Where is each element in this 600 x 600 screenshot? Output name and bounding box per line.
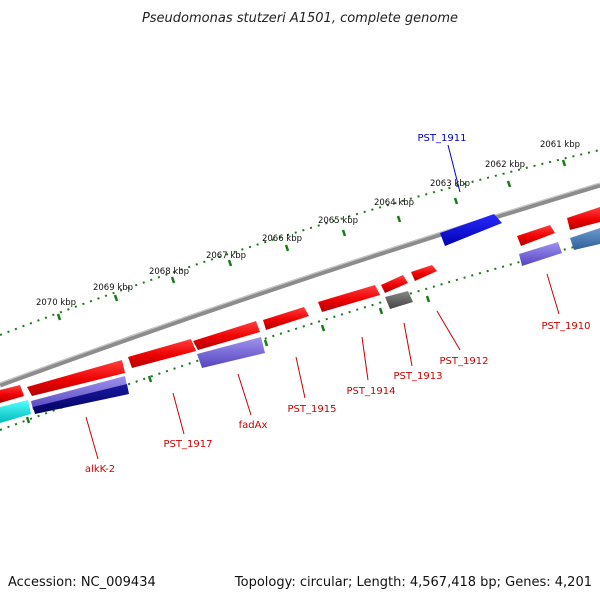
gene-feature-pst1913[interactable] xyxy=(385,291,413,309)
gene-label-pst1911[interactable]: PST_1911 xyxy=(418,133,467,144)
gene-pst1911-cds[interactable] xyxy=(440,214,502,246)
gene-label-pst1915[interactable]: PST_1915 xyxy=(288,404,337,415)
gene-feature-cyan[interactable] xyxy=(0,400,31,423)
gene-pst1915-cds[interactable] xyxy=(263,307,309,330)
gene-alkk2-cds[interactable] xyxy=(0,360,125,403)
scale-label: 2062 kbp xyxy=(485,160,525,170)
accession-label: Accession: NC_009434 xyxy=(8,575,156,590)
scale-label: 2061 kbp xyxy=(540,140,580,150)
scale-labels: 2061 kbp 2062 kbp 2063 kbp 2064 kbp 2065… xyxy=(36,140,580,308)
gene-pst1914-cds[interactable] xyxy=(318,285,380,312)
gene-feature-alkk2[interactable] xyxy=(31,376,129,414)
genome-backbone xyxy=(0,182,600,388)
gene-label-pst1917[interactable]: PST_1917 xyxy=(164,439,213,450)
scale-label: 2068 kbp xyxy=(149,267,189,277)
scale-label: 2066 kbp xyxy=(262,234,302,244)
scale-label: 2067 kbp xyxy=(206,251,246,261)
genome-summary: Topology: circular; Length: 4,567,418 bp… xyxy=(234,575,592,590)
gene-label-alkk2[interactable]: alkK-2 xyxy=(85,464,115,475)
scale-label: 2064 kbp xyxy=(374,198,414,208)
gene-fadax-cds[interactable] xyxy=(193,321,260,350)
gene-pst1910-cds[interactable] xyxy=(517,207,600,246)
scale-label: 2063 kbp xyxy=(430,179,470,189)
scale-label: 2069 kbp xyxy=(93,283,133,293)
map-title: Pseudomonas stutzeri A1501, complete gen… xyxy=(142,11,458,26)
gene-pst1913-cds[interactable] xyxy=(381,275,408,293)
scale-label: 2065 kbp xyxy=(318,216,358,226)
gene-label-pst1910[interactable]: PST_1910 xyxy=(542,321,591,332)
gene-pst1917-cds[interactable] xyxy=(128,339,196,368)
scale-label: 2070 kbp xyxy=(36,298,76,308)
gene-label-pst1914[interactable]: PST_1914 xyxy=(347,386,396,397)
gene-feature-fadax[interactable] xyxy=(197,337,265,368)
outer-major-ticks xyxy=(56,159,567,321)
gene-label-fadax[interactable]: fadAx xyxy=(239,420,268,431)
gene-feature-pst1910[interactable] xyxy=(519,228,600,266)
gene-label-pst1912[interactable]: PST_1912 xyxy=(440,356,489,367)
label-leader-lines xyxy=(85,144,560,460)
gene-label-pst1913[interactable]: PST_1913 xyxy=(394,371,443,382)
gene-pst1912-cds[interactable] xyxy=(411,265,437,281)
